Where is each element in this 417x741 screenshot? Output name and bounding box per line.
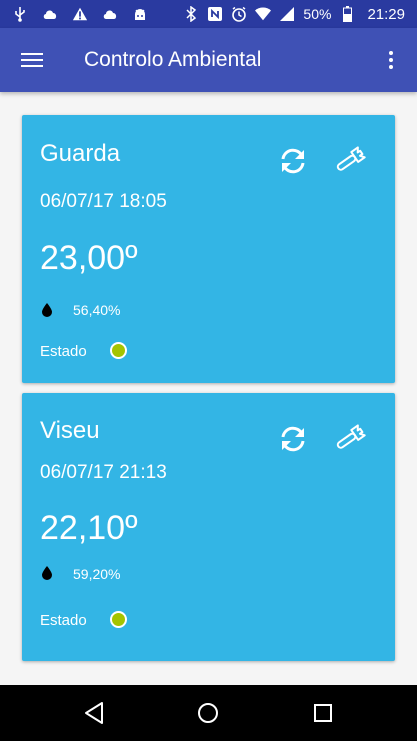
more-vert-icon (389, 51, 393, 69)
status-label: Estado (40, 343, 87, 360)
humidity-drop-icon (42, 566, 52, 580)
status-time: 21:29 (367, 5, 405, 23)
battery-icon (339, 6, 355, 22)
settings-button[interactable] (331, 145, 367, 177)
home-icon (198, 703, 218, 723)
home-button[interactable] (194, 699, 222, 727)
status-system-icons: 50% 21:29 (183, 0, 405, 28)
overflow-menu-button[interactable] (375, 44, 407, 76)
status-notification-icons (12, 0, 148, 28)
sensor-card: Viseu 06/07/17 21:13 22,10º 59,20% Estad… (22, 393, 395, 661)
cloud-icon (102, 6, 118, 22)
humidity-value: 59,20% (73, 566, 121, 582)
cloud-icon (42, 6, 58, 22)
temperature-value: 22,10º (40, 509, 138, 547)
reading-datetime: 06/07/17 18:05 (40, 191, 167, 212)
bluetooth-icon (183, 6, 199, 22)
app-title: Controlo Ambiental (84, 48, 262, 71)
back-icon (85, 702, 103, 724)
refresh-button[interactable] (277, 423, 309, 455)
city-name: Guarda (40, 140, 121, 167)
wrench-icon (336, 146, 366, 171)
nfc-icon (207, 6, 223, 22)
settings-button[interactable] (331, 423, 367, 455)
temperature-value: 23,00º (40, 239, 138, 277)
city-name: Viseu (40, 417, 100, 444)
wrench-icon (336, 424, 366, 449)
status-label: Estado (40, 612, 87, 629)
humidity-value: 56,40% (73, 302, 121, 318)
usb-icon (12, 6, 28, 22)
status-bar: 50% 21:29 (0, 0, 417, 28)
back-button[interactable] (80, 699, 108, 727)
recent-apps-button[interactable] (309, 699, 337, 727)
menu-button[interactable] (16, 44, 48, 76)
battery-percentage: 50% (303, 6, 332, 22)
app-bar: Controlo Ambiental (0, 28, 417, 92)
sensor-card: Guarda 06/07/17 18:05 23,00º 56,40% Esta… (22, 115, 395, 383)
refresh-icon (281, 426, 305, 452)
alarm-icon (231, 6, 247, 22)
refresh-button[interactable] (277, 145, 309, 177)
content-area: Guarda 06/07/17 18:05 23,00º 56,40% Esta… (0, 92, 417, 685)
signal-icon (279, 6, 295, 22)
status-indicator (110, 342, 127, 359)
refresh-icon (281, 148, 305, 174)
warning-icon (72, 6, 88, 22)
status-indicator (110, 611, 127, 628)
recent-apps-icon (314, 704, 332, 722)
humidity-drop-icon (42, 303, 52, 317)
hamburger-menu-icon (21, 53, 43, 67)
reading-datetime: 06/07/17 21:13 (40, 462, 167, 483)
android-icon (132, 6, 148, 22)
navigation-bar (0, 685, 417, 741)
wifi-icon (255, 6, 272, 22)
